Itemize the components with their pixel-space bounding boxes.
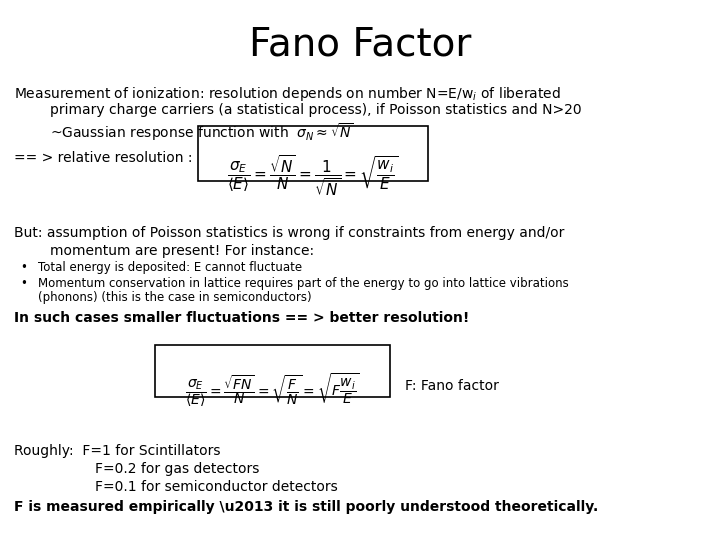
Text: F is measured empirically \u2013 it is still poorly understood theoretically.: F is measured empirically \u2013 it is s…: [14, 500, 598, 514]
Text: F=0.2 for gas detectors: F=0.2 for gas detectors: [95, 462, 259, 476]
Text: momentum are present! For instance:: momentum are present! For instance:: [50, 244, 314, 258]
Text: primary charge carriers (a statistical process), if Poisson statistics and N>20: primary charge carriers (a statistical p…: [50, 103, 582, 117]
Bar: [198, 126, 428, 181]
Text: But: assumption of Poisson statistics is wrong if constraints from energy and/or: But: assumption of Poisson statistics is…: [14, 226, 564, 240]
Text: $\dfrac{\sigma_E}{\langle E \rangle} = \dfrac{\sqrt{N}}{N} = \dfrac{1}{\sqrt{N}}: $\dfrac{\sigma_E}{\langle E \rangle} = \…: [228, 153, 399, 198]
Text: ~Gaussian response function with  $\sigma_N \approx \sqrt{N}$: ~Gaussian response function with $\sigma…: [50, 121, 354, 143]
Bar: [155, 345, 390, 397]
Text: Roughly:  F=1 for Scintillators: Roughly: F=1 for Scintillators: [14, 444, 220, 458]
Text: (phonons) (this is the case in semiconductors): (phonons) (this is the case in semicondu…: [38, 291, 312, 304]
Text: $\dfrac{\sigma_E}{\langle E \rangle} = \dfrac{\sqrt{FN}}{N} = \sqrt{\dfrac{F}{N}: $\dfrac{\sigma_E}{\langle E \rangle} = \…: [185, 371, 360, 409]
Text: Measurement of ionization: resolution depends on number N=E/w$_i$ of liberated: Measurement of ionization: resolution de…: [14, 85, 561, 103]
Text: Fano Factor: Fano Factor: [249, 25, 471, 63]
Text: Total energy is deposited: E cannot fluctuate: Total energy is deposited: E cannot fluc…: [38, 261, 302, 274]
Text: Momentum conservation in lattice requires part of the energy to go into lattice : Momentum conservation in lattice require…: [38, 277, 569, 290]
Text: •: •: [20, 277, 27, 290]
Text: F: Fano factor: F: Fano factor: [405, 379, 499, 393]
Text: •: •: [20, 261, 27, 274]
Text: == > relative resolution :: == > relative resolution :: [14, 151, 192, 165]
Text: In such cases smaller fluctuations == > better resolution!: In such cases smaller fluctuations == > …: [14, 311, 469, 325]
Text: F=0.1 for semiconductor detectors: F=0.1 for semiconductor detectors: [95, 480, 338, 494]
